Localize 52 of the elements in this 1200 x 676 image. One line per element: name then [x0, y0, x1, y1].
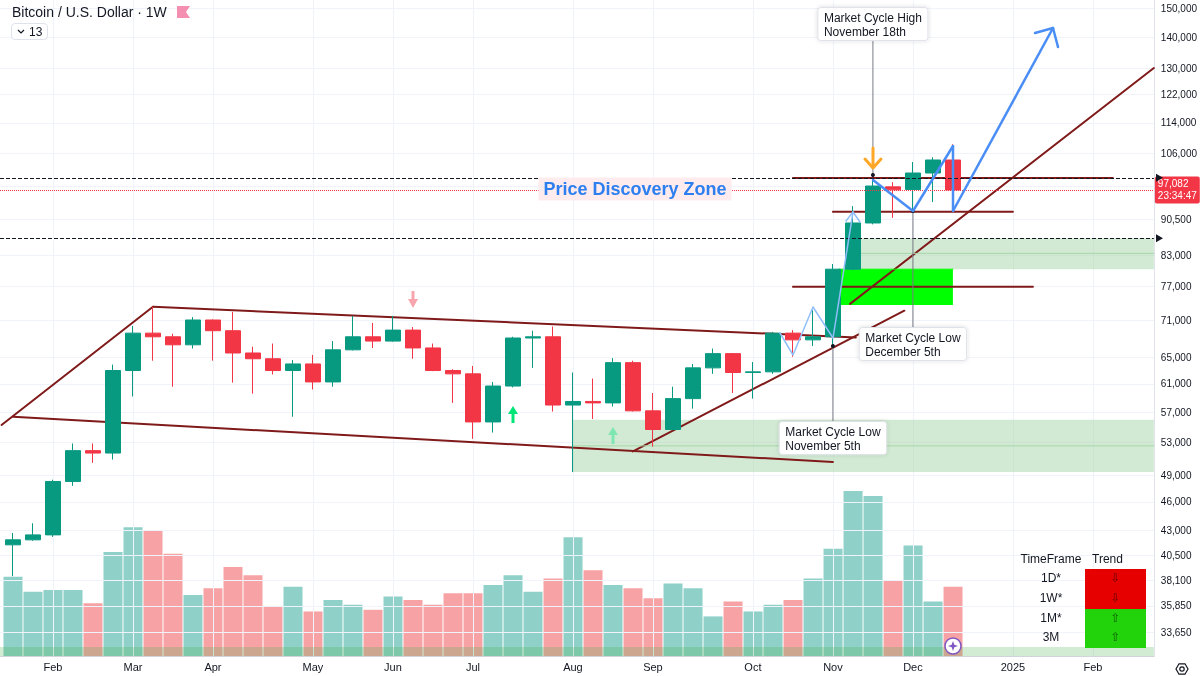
y-tick-label: 57,000	[1160, 406, 1192, 418]
annotation: Market Cycle Low November 5th	[785, 424, 881, 453]
annotation: 13	[29, 24, 43, 39]
y-tick-label: 130,000	[1160, 62, 1198, 74]
category-label: 1W*	[1038, 589, 1064, 607]
text: ⇧	[1110, 610, 1121, 625]
x-tick-label: May	[302, 660, 324, 673]
y-tick-label: 140,000	[1160, 31, 1198, 43]
x-tick-label: Aug	[563, 660, 583, 673]
y-tick-label: 71,000	[1160, 315, 1192, 327]
y-tick-label: 90,500	[1160, 213, 1192, 225]
x-tick-label: Jul	[465, 660, 480, 673]
y-tick-label: 83,000	[1160, 249, 1192, 261]
y-tick-label: 65,000	[1160, 351, 1192, 363]
ref-line-label: 97,082 23:34:47	[1157, 178, 1198, 202]
annotation: Market Cycle High November 18th	[823, 10, 922, 39]
x-tick-label: Dec	[903, 660, 924, 673]
x-tick-label: Jun	[384, 660, 402, 673]
y-tick-label: 40,500	[1160, 549, 1192, 561]
category-label: 1D*	[1040, 570, 1062, 587]
chart-title: Bitcoin / U.S. Dollar · 1W	[12, 4, 168, 20]
text: ⇩	[1110, 590, 1121, 605]
y-tick-label: 61,000	[1160, 378, 1192, 390]
x-tick-label: Mar	[123, 660, 143, 673]
text: TimeFrame	[1019, 552, 1083, 566]
text: Trend	[1091, 552, 1124, 566]
y-tick-label: 114,000	[1160, 117, 1197, 129]
y-tick-label: 38,100	[1160, 575, 1192, 587]
y-tick-label: 106,000	[1160, 147, 1198, 159]
y-tick-label: 49,000	[1160, 469, 1192, 481]
dropdown-button: 13	[11, 23, 49, 40]
x-tick-label: Sep	[643, 660, 663, 673]
x-tick-label: Feb	[43, 660, 63, 673]
x-tick-label: 2025	[1000, 660, 1026, 673]
y-tick-label: 150,000	[1160, 2, 1198, 14]
x-tick-label: Feb	[1083, 660, 1103, 673]
annotation: Price Discovery Zone	[543, 179, 727, 199]
text: ⇧	[1110, 630, 1121, 645]
text: ⇩	[1110, 571, 1121, 585]
category-label: 1M*	[1039, 609, 1063, 627]
y-tick-label: 43,000	[1160, 524, 1192, 536]
y-tick-label: 77,000	[1160, 281, 1192, 293]
y-tick-label: 33,650	[1160, 626, 1192, 638]
y-tick-label: 122,000	[1160, 89, 1198, 101]
x-tick-label: Apr	[204, 660, 222, 673]
annotation: Market Cycle Low December 5th	[865, 330, 961, 359]
x-tick-label: Oct	[744, 660, 762, 673]
y-tick-label: 46,000	[1160, 496, 1192, 508]
x-tick-label: Nov	[823, 660, 844, 673]
y-tick-label: 53,000	[1160, 437, 1192, 449]
category-label: 3M	[1041, 629, 1061, 647]
y-tick-label: 35,850	[1160, 600, 1192, 612]
